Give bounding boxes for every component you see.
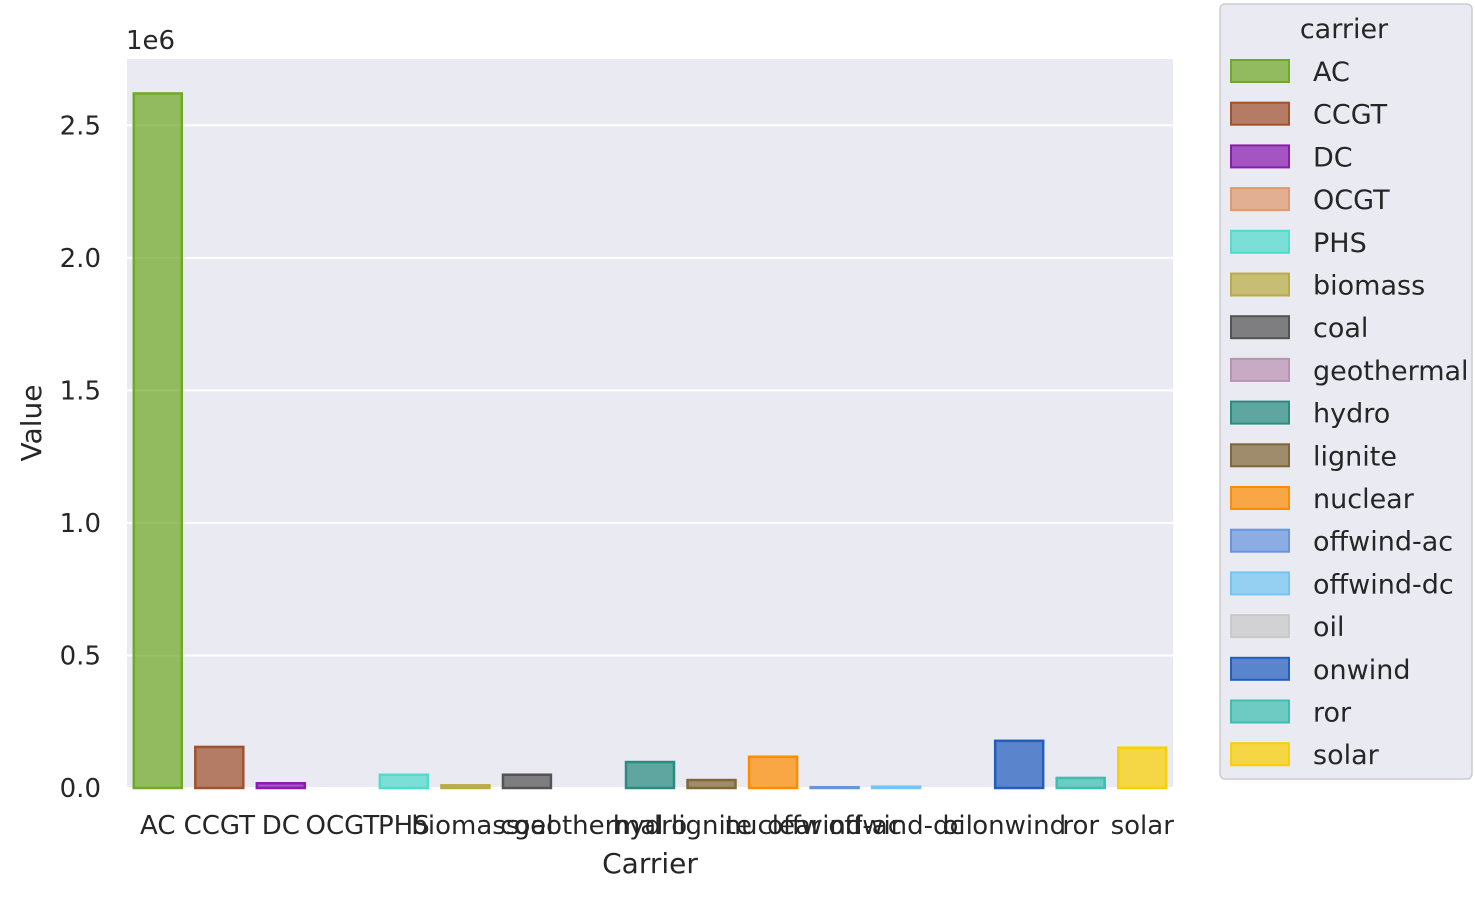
legend-label: biomass	[1313, 271, 1425, 302]
x-axis-title: Carrier	[602, 847, 698, 880]
legend-swatch-biomass	[1230, 272, 1290, 297]
legend-swatch-AC	[1230, 59, 1290, 83]
legend-title: carrier	[1300, 14, 1389, 45]
bar-offwind-dc	[870, 785, 922, 790]
y-tick-labels: 0.0 0.5 1.0 1.5 2.0 2.5	[60, 111, 101, 804]
bar-AC	[132, 92, 184, 790]
x-tick-label: offwind-ac	[767, 811, 902, 841]
legend-label: DC	[1313, 142, 1353, 173]
bar-hydro	[624, 760, 676, 790]
legend-label: oil	[1313, 612, 1345, 643]
y-tick-label: 0.5	[60, 641, 101, 671]
legend-swatch-coal	[1230, 315, 1290, 340]
legend-label: solar	[1313, 740, 1380, 771]
x-tick-label: CCGT	[184, 811, 256, 841]
x-tick-label: oil	[942, 811, 972, 841]
x-tick-label: onwind	[972, 811, 1066, 841]
x-tick-label: biomass	[411, 811, 519, 841]
x-tick-label: hydro	[613, 811, 687, 841]
legend-swatch-ror	[1230, 699, 1290, 724]
legend-swatch-nuclear	[1230, 486, 1290, 510]
bar-onwind	[993, 739, 1045, 790]
x-tick-label: offwind-dc	[828, 811, 963, 841]
y-offset-label: 1e6	[126, 26, 175, 56]
bar-offwind-ac	[809, 785, 860, 790]
x-tick-label: geothermal	[514, 811, 664, 841]
bar-nuclear	[747, 755, 799, 790]
y-tick-label: 1.0	[60, 509, 101, 539]
legend: carrier AC CCGT DC OCGT PHS biomass coal geothe…	[1219, 3, 1473, 780]
legend-label: coal	[1313, 313, 1368, 344]
x-tick-label: nuclear	[725, 811, 822, 841]
legend-swatch-hydro	[1230, 400, 1290, 425]
legend-swatch-DC	[1230, 144, 1290, 169]
legend-label: PHS	[1313, 228, 1367, 259]
x-tick-label: DC	[262, 811, 300, 841]
plot-area	[127, 59, 1173, 788]
bar-CCGT	[194, 745, 245, 790]
legend-swatch-oil	[1230, 614, 1290, 639]
legend-swatch-CCGT	[1230, 101, 1290, 126]
bar-coal	[501, 773, 553, 790]
bars	[132, 92, 1168, 790]
legend-label: lignite	[1313, 441, 1397, 472]
legend-swatch-OCGT	[1230, 187, 1290, 212]
bar-DC	[255, 781, 307, 790]
legend-label: ror	[1313, 698, 1352, 729]
legend-swatch-offwind-ac	[1230, 528, 1290, 553]
legend-label: hydro	[1313, 399, 1390, 430]
x-tick-label: AC	[140, 811, 175, 841]
legend-swatch-offwind-dc	[1230, 571, 1290, 596]
y-tick-label: 0.0	[60, 774, 101, 804]
legend-items: AC CCGT DC OCGT PHS biomass coal geothermal hydr…	[1230, 57, 1469, 771]
y-tick-label: 2.5	[60, 111, 101, 141]
legend-swatch-onwind	[1230, 656, 1290, 681]
x-tick-label: OCGT	[305, 811, 379, 841]
legend-label: offwind-dc	[1313, 569, 1454, 600]
y-tick-label: 1.5	[60, 376, 101, 406]
legend-label: geothermal	[1313, 356, 1469, 387]
legend-label: CCGT	[1313, 100, 1388, 131]
bar-biomass	[440, 784, 491, 790]
legend-swatch-geothermal	[1230, 357, 1290, 382]
x-tick-label: lignite	[671, 811, 752, 841]
x-tick-label: coal	[500, 811, 553, 841]
legend-label: nuclear	[1313, 484, 1415, 515]
x-tick-labels: AC CCGT DC OCGTPHSbiomasscoalgeothermalhydr…	[140, 811, 1174, 841]
y-axis-title: Value	[15, 385, 48, 462]
bar-PHS	[378, 773, 430, 790]
legend-label: AC	[1313, 57, 1350, 88]
legend-swatch-PHS	[1230, 229, 1290, 254]
y-tick-label: 2.0	[60, 244, 101, 274]
legend-label: OCGT	[1313, 185, 1390, 216]
legend-label: onwind	[1313, 655, 1410, 686]
bar-ror	[1055, 776, 1106, 790]
x-tick-label: solar	[1111, 811, 1175, 841]
legend-label: offwind-ac	[1313, 527, 1453, 558]
x-tick-label: ror	[1062, 811, 1099, 841]
x-tick-label: PHS	[378, 811, 430, 841]
legend-swatch-solar	[1230, 742, 1290, 767]
bar-lignite	[686, 778, 737, 790]
legend-swatch-lignite	[1230, 443, 1290, 468]
bar-solar	[1116, 746, 1168, 790]
